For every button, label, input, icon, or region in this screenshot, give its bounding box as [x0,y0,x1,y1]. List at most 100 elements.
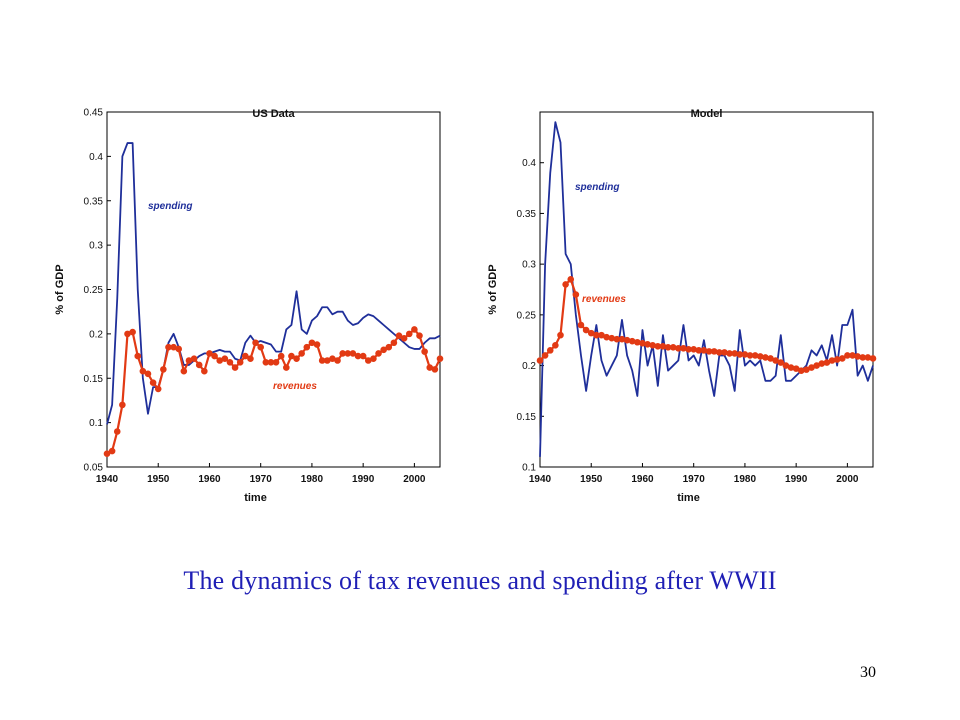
revenues-point [113,428,121,435]
revenues-point [416,332,423,339]
revenues-point [195,361,203,369]
revenues-point [536,357,544,364]
y-tick-label: 0.35 [84,196,104,207]
revenues-point [797,367,805,374]
revenues-point [618,335,626,343]
revenues-point [603,333,610,341]
revenues-point [144,370,152,378]
plot-frame [539,111,874,468]
revenues-point [628,337,636,345]
revenues-point [293,355,300,363]
revenues-point [557,331,564,339]
revenues-point [206,350,213,357]
us-data-chart: US Data 0.05 0.1 0.15 0.2 0.25 0.3 0.35 0.4 0.45 1… [54,108,444,504]
revenues-point [405,330,413,338]
y-tick-label: 0.25 [517,310,537,321]
y-axis-label: % of GDP [54,264,66,314]
revenues-point [154,385,162,393]
revenues-point [541,352,549,359]
y-tick-label: 0.15 [84,374,104,385]
x-tick-label: 2000 [836,474,859,485]
revenues-point [721,349,728,356]
revenues-point [833,356,841,363]
revenues-point [608,334,616,342]
x-tick-label: 1970 [250,474,273,485]
revenues-point [190,355,198,363]
spending-line [539,121,874,457]
x-tick-label: 1990 [352,474,375,485]
revenues-point [283,364,290,371]
revenues-point [272,358,280,366]
revenues-point [247,355,254,363]
x-tick-label: 1980 [301,474,324,485]
y-axis-label: % of GDP [487,264,499,314]
x-tick-label: 1940 [529,474,552,485]
revenues-point [787,364,795,371]
revenues-point [690,346,697,353]
revenues-point [762,354,769,361]
revenues-point [370,355,377,363]
chart-title: Model [691,108,723,120]
revenues-point [380,346,387,354]
revenues-point [303,343,311,351]
y-tick-label: 0.2 [89,329,103,340]
revenues-point [546,347,554,354]
spending-series-label: spending [575,182,619,193]
revenues-point [277,352,285,360]
revenues-point [869,355,877,362]
revenues-point [395,332,403,339]
x-tick-label: 1940 [96,474,119,485]
revenues-point [669,344,677,351]
revenues-point [659,343,667,350]
model-chart: Model 0.1 0.15 0.2 0.25 0.3 0.35 0.4 1940 1950 196… [487,108,877,504]
plot-frame [106,111,441,468]
x-tick-label: 1990 [785,474,808,485]
revenues-point [385,343,393,351]
revenues-point [572,291,580,298]
x-tick-label: 1960 [198,474,221,485]
y-tick-label: 0.1 [89,418,103,429]
revenues-point [375,350,382,357]
revenues-point [390,339,398,347]
y-tick-label: 0.25 [84,285,104,296]
revenues-series-label: revenues [273,381,317,392]
revenues-point [134,352,142,360]
revenues-point [236,358,244,366]
revenues-point [226,358,234,366]
revenues-point [201,367,208,375]
revenues-point [119,401,126,409]
x-tick-label: 1970 [683,474,706,485]
revenues-point [359,352,367,360]
revenues-point [298,350,305,357]
y-tick-label: 0.35 [517,209,537,220]
revenues-point [552,341,559,349]
y-tick-label: 0.15 [517,412,537,423]
revenues-point [421,348,428,355]
revenues-point [731,350,738,357]
revenues-point [818,360,826,367]
revenues-point [741,351,749,358]
revenues-series-label: revenues [582,294,626,305]
x-axis-label: time [244,492,267,504]
revenues-point [108,447,116,455]
revenues-point [639,339,646,347]
y-tick-label: 0.05 [84,463,104,474]
revenues-point [700,347,708,354]
y-tick-label: 0.45 [84,108,104,119]
revenues-point [149,379,157,386]
spending-series-label: spending [148,201,192,212]
x-tick-label: 1950 [580,474,603,485]
revenues-point [221,355,229,363]
revenues-point [567,276,575,283]
revenues-point [313,341,321,348]
revenues-point [751,352,759,359]
revenues-point [756,353,764,360]
y-tick-label: 0.4 [522,158,536,169]
revenues-point [160,366,167,373]
revenues-point [777,359,785,366]
revenues-point [211,352,218,360]
x-tick-label: 1980 [734,474,757,485]
revenues-point [562,281,569,288]
